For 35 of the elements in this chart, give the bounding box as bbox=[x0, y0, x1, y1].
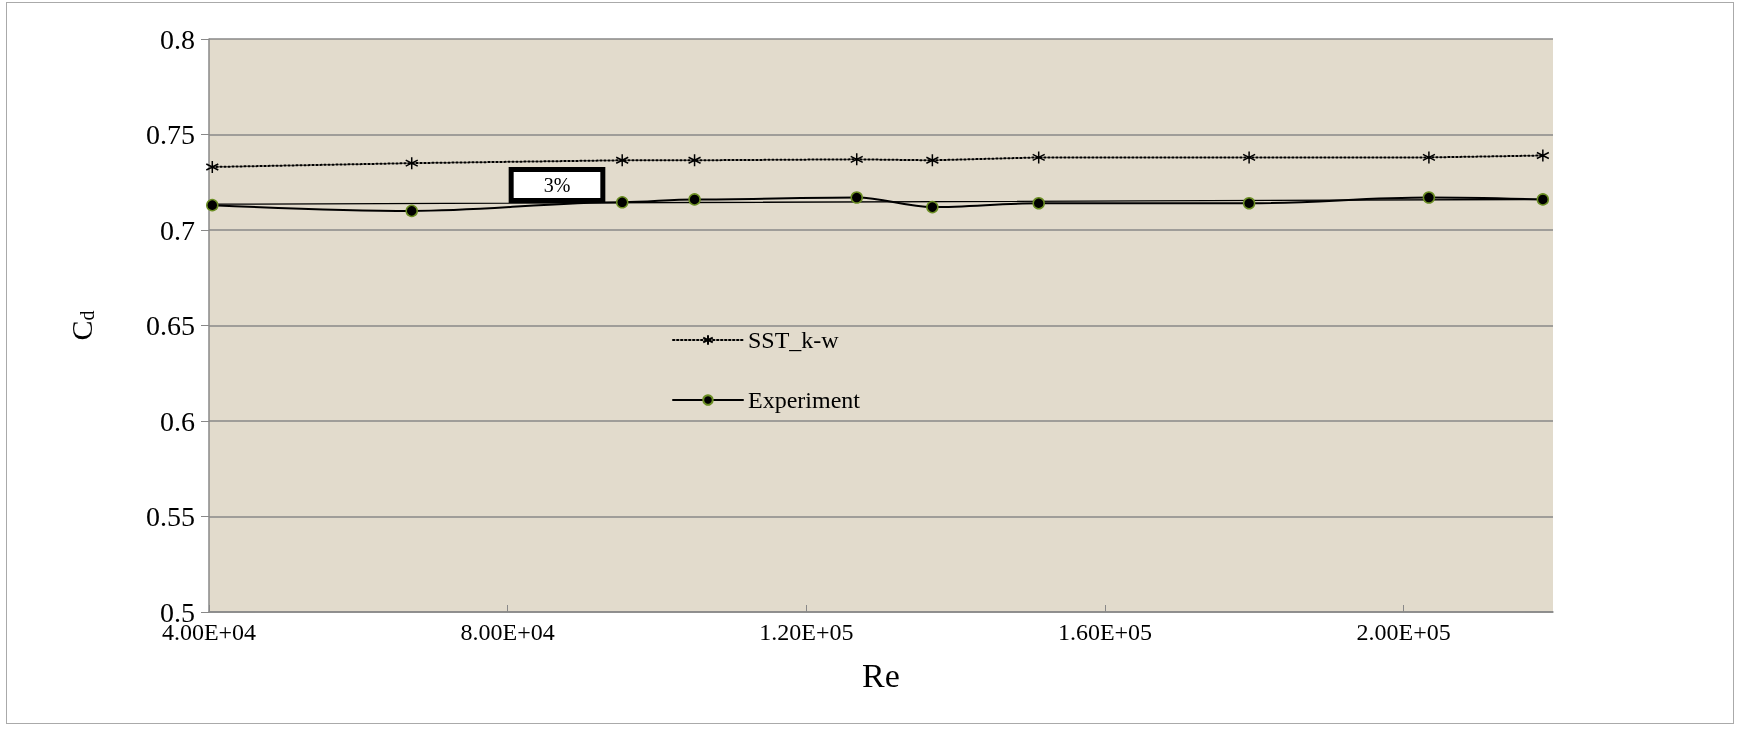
x-tick-label: 2.00E+05 bbox=[1356, 619, 1451, 645]
point bbox=[688, 193, 701, 206]
point bbox=[1242, 197, 1256, 210]
point bbox=[615, 196, 629, 209]
y-tick-label: 0.55 bbox=[146, 501, 195, 532]
y-tick-label: 0.8 bbox=[160, 23, 195, 55]
point bbox=[926, 200, 939, 214]
legend-label: SST_k-w bbox=[748, 327, 840, 353]
point bbox=[925, 153, 940, 168]
point bbox=[1536, 193, 1550, 206]
point bbox=[206, 198, 219, 212]
point bbox=[849, 152, 864, 167]
y-tick-label: 0.6 bbox=[160, 405, 195, 437]
point bbox=[1536, 148, 1550, 163]
legend-label: Experiment bbox=[748, 387, 861, 413]
y-tick-label: 0.65 bbox=[146, 310, 195, 341]
x-axis-title: Re bbox=[862, 656, 900, 694]
point bbox=[1422, 191, 1436, 204]
point bbox=[687, 153, 702, 168]
x-tick-label: 1.20E+05 bbox=[759, 619, 854, 645]
point bbox=[1422, 150, 1436, 165]
annotation: 3% bbox=[543, 174, 571, 196]
point bbox=[1032, 197, 1045, 210]
y-tick-label: 0.7 bbox=[160, 214, 195, 246]
point bbox=[405, 204, 418, 218]
y-axis-title: Cd bbox=[64, 310, 98, 341]
point bbox=[850, 191, 863, 204]
x-tick-label: 8.00E+04 bbox=[460, 619, 555, 645]
y-tick-label: 0.75 bbox=[146, 119, 195, 150]
point bbox=[205, 160, 220, 174]
x-tick-label: 1.60E+05 bbox=[1057, 619, 1153, 645]
point bbox=[1242, 150, 1256, 165]
point bbox=[1031, 150, 1046, 165]
point bbox=[615, 153, 629, 168]
point bbox=[404, 156, 419, 170]
